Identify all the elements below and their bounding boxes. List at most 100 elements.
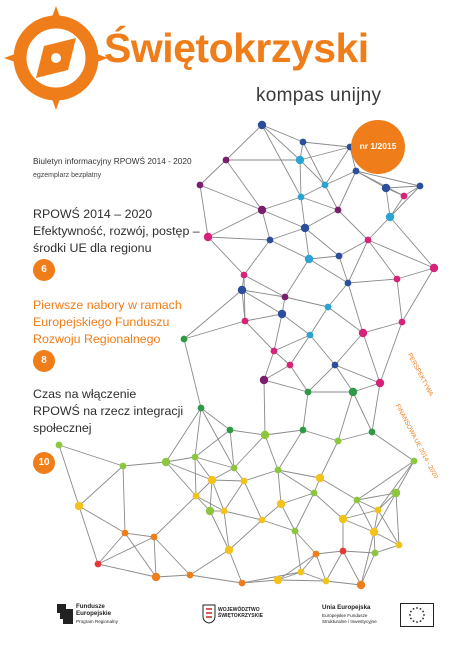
eu-star-icon: [412, 620, 415, 622]
network-edge: [261, 196, 302, 211]
network-edge: [327, 306, 364, 334]
network-edge: [338, 239, 369, 257]
network-edge: [153, 495, 197, 538]
network-edge: [342, 518, 375, 533]
network-node: [55, 441, 63, 449]
network-edge: [183, 338, 202, 409]
network-node: [207, 475, 217, 485]
network-edge: [302, 429, 339, 442]
network-edge: [264, 429, 304, 436]
network-edge: [299, 159, 326, 186]
eu-funds-flag-icon: [57, 604, 73, 624]
network-edge: [325, 550, 344, 582]
network-edge: [243, 274, 286, 298]
network-node: [230, 464, 238, 472]
network-node: [237, 285, 247, 295]
eu-line-2: Europejskie Fundusze: [322, 613, 368, 618]
voivodeship-line-1: WOJEWÓDZTWO: [218, 607, 260, 613]
network-edge: [352, 382, 381, 393]
network-node: [121, 529, 129, 537]
network-node: [321, 181, 329, 189]
network-node: [203, 232, 213, 242]
network-edge: [315, 550, 344, 555]
network-edge: [337, 391, 354, 442]
network-node: [334, 206, 342, 214]
eu-star-icon: [412, 608, 415, 610]
network-edge: [261, 209, 306, 229]
network-edge: [207, 236, 245, 276]
network-edge: [304, 227, 310, 260]
network-edge: [324, 184, 339, 211]
network-edge: [396, 278, 403, 323]
network-edge: [269, 239, 310, 260]
network-edge: [389, 185, 421, 218]
eu-star-icon: [416, 621, 418, 623]
network-node: [374, 506, 382, 514]
network-edge: [233, 434, 266, 469]
bulletin-line: Biuletyn informacyjny RPOWŚ 2014 - 2020: [33, 156, 192, 166]
network-edge: [367, 239, 398, 280]
network-edge: [241, 289, 246, 322]
network-edge: [124, 532, 157, 578]
network-edge: [347, 278, 398, 284]
network-edge: [342, 509, 379, 520]
network-edge: [299, 146, 351, 161]
network-node: [291, 527, 299, 535]
network-edge: [241, 289, 283, 315]
network-edge: [241, 579, 279, 584]
network-node: [368, 428, 376, 436]
network-edge: [367, 216, 391, 241]
network-edge: [395, 460, 415, 494]
network-edge: [315, 553, 327, 582]
network-node: [324, 303, 332, 311]
article-3-line-3: społecznej: [33, 421, 92, 435]
network-edge: [207, 209, 263, 238]
network-edge: [342, 550, 362, 586]
network-edge: [263, 379, 309, 393]
network-node: [352, 167, 360, 175]
article-1-line-3: środki UE dla regionu: [33, 241, 152, 255]
article-1-line-1: RPOWŚ 2014 – 2020: [33, 207, 153, 221]
network-edge: [200, 407, 235, 469]
network-edge: [281, 313, 311, 336]
network-node: [338, 514, 348, 524]
network-edge: [280, 503, 296, 532]
network-node: [304, 254, 314, 264]
network-node: [276, 499, 286, 509]
article-2-line-1: Pierwsze nabory w ramach: [33, 298, 182, 312]
network-edge: [337, 170, 357, 211]
network-node: [395, 541, 403, 549]
network-edge: [195, 495, 225, 512]
network-edge: [302, 141, 326, 186]
network-edge: [277, 579, 327, 582]
network-edge: [243, 274, 246, 322]
network-edge: [183, 289, 243, 340]
network-edge: [360, 552, 376, 586]
network-edge: [207, 236, 271, 241]
network-edge: [356, 460, 415, 501]
network-node: [257, 120, 267, 130]
network-node: [299, 138, 307, 146]
network-node: [240, 477, 248, 485]
network-node: [266, 236, 274, 244]
network-edge: [244, 320, 275, 352]
network-node: [331, 361, 339, 369]
network-node: [281, 293, 289, 301]
network-node: [344, 279, 352, 287]
network-edge: [153, 536, 191, 576]
eu-flag-icon: [400, 603, 434, 627]
network-edge: [273, 350, 291, 366]
network-node: [119, 462, 127, 470]
network-edge: [228, 519, 263, 551]
network-edge: [194, 456, 197, 497]
eu-funds-line-3: Program Regionalny: [76, 619, 118, 624]
network-edge: [273, 313, 283, 352]
network-node: [304, 388, 312, 396]
article-1-page-badge: 6: [33, 259, 55, 281]
network-node: [191, 453, 199, 461]
network-edge: [347, 282, 364, 334]
network-edge: [362, 332, 381, 384]
network-edge: [313, 492, 344, 520]
network-node: [315, 473, 325, 483]
